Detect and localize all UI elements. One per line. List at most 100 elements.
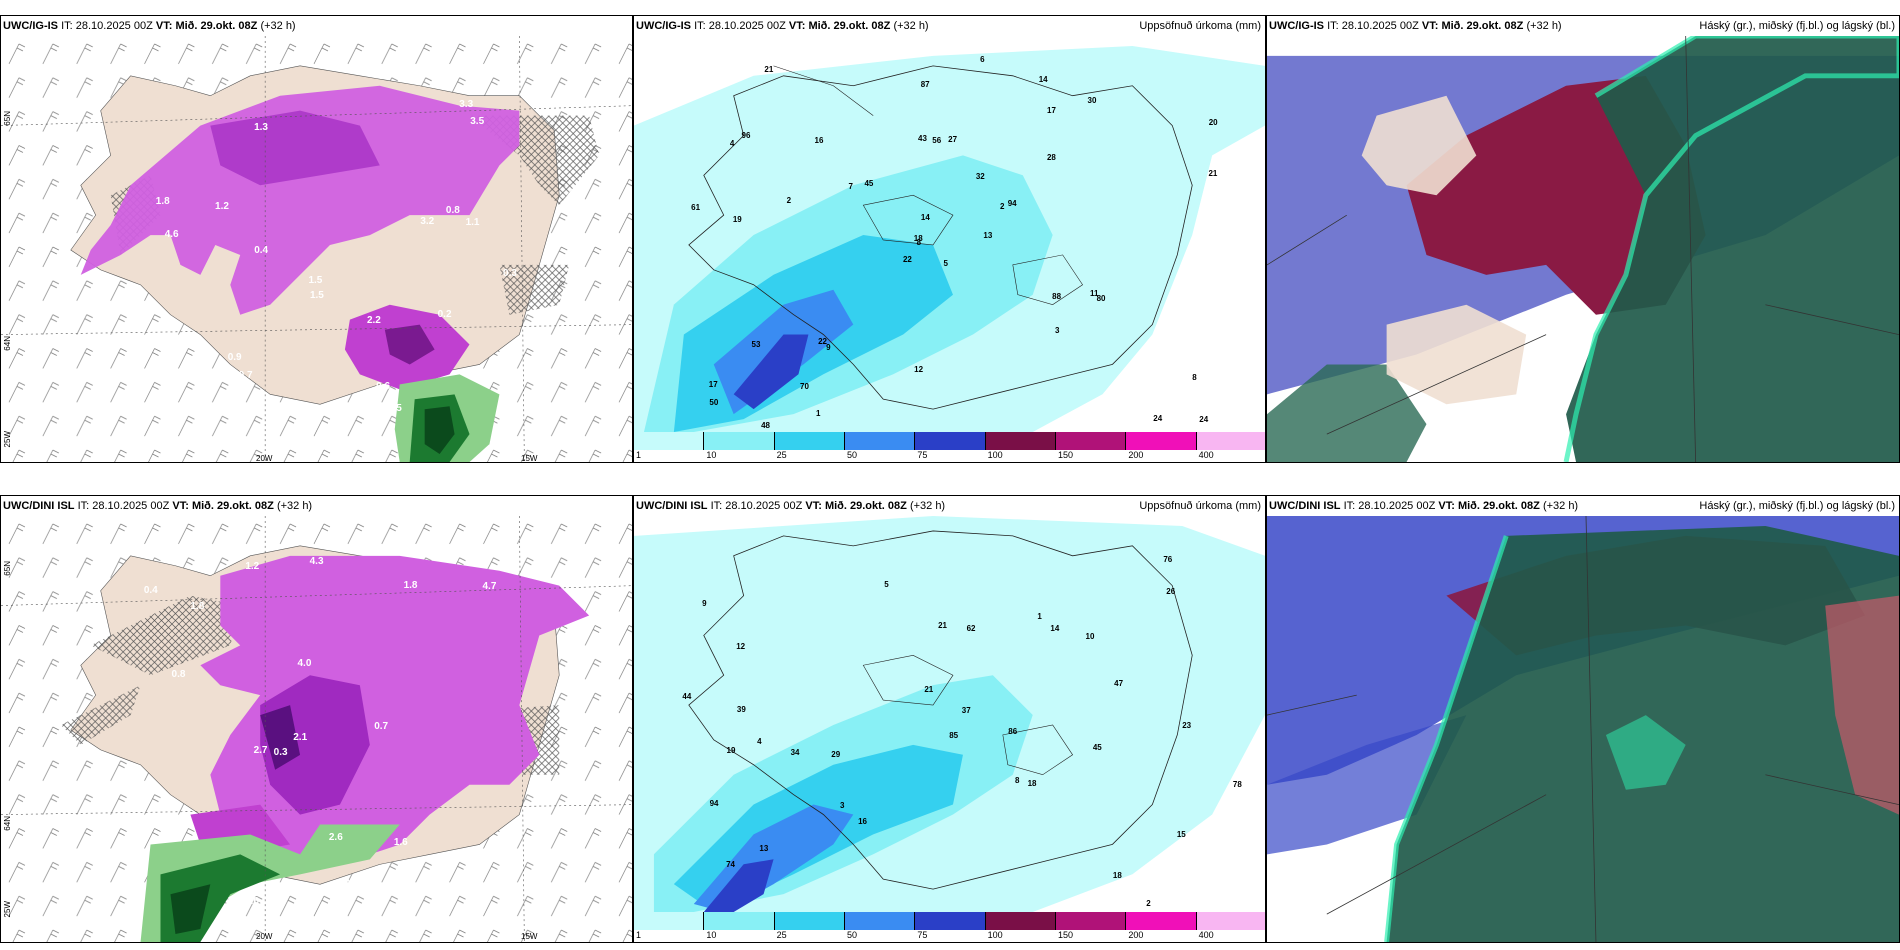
map-value-label: 0.7 <box>238 370 253 382</box>
panel-header: UWC/DINI ISL IT: 28.10.2025 00Z VT: Mið.… <box>1267 496 1899 516</box>
map-value-label: 0.6 <box>376 381 391 393</box>
colorbar-tick-label: 100 <box>987 450 1003 460</box>
colorbar-tick-label: 10 <box>706 450 717 460</box>
map-value-label: 0.5 <box>288 907 302 919</box>
init-time: 28.10.2025 00Z <box>725 500 803 512</box>
colorbar-tick-label: 400 <box>1198 930 1214 940</box>
map-value-label: 3.0 <box>336 878 351 890</box>
map-value-label: 6 <box>980 55 985 65</box>
lead-time: (+32 h) <box>260 20 296 32</box>
model-name: UWC/IG-IS <box>3 20 58 32</box>
map-value-label: 1.3 <box>387 916 402 928</box>
map-value-label: 24 <box>1153 413 1163 423</box>
it-label: IT: <box>694 20 706 32</box>
map-value-label: 8 <box>1014 775 1020 785</box>
map-value-label: 2 <box>1146 899 1151 909</box>
colorbar-tick-label: 10 <box>706 930 717 940</box>
valid-time: Mið. 29.okt. 08Z <box>808 20 891 32</box>
colorbar-swatch <box>704 912 775 930</box>
lead-time: (+32 h) <box>1526 20 1562 32</box>
lat-label-65n: 65N <box>3 111 12 126</box>
map-value-label: 27 <box>948 135 958 145</box>
field-title: Háský (gr.), miðský (fj.bl.) og lágský (… <box>1699 20 1895 32</box>
vt-label: VT: <box>1421 20 1439 32</box>
map-value-label: 7 <box>848 181 853 191</box>
map-value-label: 4.0 <box>297 657 312 669</box>
map-value-label: 2.6 <box>328 832 343 844</box>
map-value-label: 24 <box>1199 414 1209 424</box>
map-value-label: 1.1 <box>465 216 480 228</box>
panel-snow-igis: UWC/IG-IS IT: 28.10.2025 00Z VT: Mið. 29… <box>0 15 633 463</box>
map-value-label: 1.8 <box>155 196 170 208</box>
colorbar-swatch <box>1126 432 1197 450</box>
colorbar-swatch <box>1196 912 1265 930</box>
map-value-label: 22 <box>818 337 827 347</box>
panel-precip-igis: UWC/IG-IS IT: 28.10.2025 00Z VT: Mið. 29… <box>633 15 1266 463</box>
vt-label: VT: <box>172 500 189 512</box>
map-value-label: 0.3 <box>273 747 288 759</box>
precip-colorbar: 1 10 25 50 75 100 150 200 400 <box>634 432 1265 462</box>
map-value-label: 14 <box>1038 75 1048 85</box>
colorbar-swatch <box>704 432 775 450</box>
colorbar-tick-label: 200 <box>1128 930 1144 940</box>
map-value-label: 5 <box>943 259 948 269</box>
map-value-label: 14 <box>920 212 930 222</box>
it-label: IT: <box>710 500 723 512</box>
map-value-label: 88 <box>1052 291 1062 301</box>
map-value-label: 16 <box>814 135 824 145</box>
colorbar-tick-label: 25 <box>776 930 787 940</box>
map-value-label: 9 <box>702 598 707 608</box>
colorbar-swatch <box>774 912 845 930</box>
map-value-label: 1.8 <box>190 600 205 612</box>
map-value-label: 86 <box>1008 726 1018 736</box>
map-value-label: 56 <box>932 135 942 145</box>
map-value-label: 8 <box>1192 372 1197 382</box>
panel-header: UWC/IG-IS IT: 28.10.2025 00Z VT: Mið. 29… <box>634 16 1265 36</box>
map-value-label: 70 <box>800 381 809 391</box>
map-value-label: 3.5 <box>470 115 485 127</box>
it-label: IT: <box>61 20 73 32</box>
map-value-label: 3.2 <box>499 901 513 913</box>
map-value-label: 94 <box>709 798 719 808</box>
map-value-label: 11 <box>1090 289 1099 299</box>
map-value-label: 61 <box>691 202 701 212</box>
map-value-label: 0.6 <box>245 895 259 907</box>
valid-time: Mið. 29.okt. 08Z <box>1457 500 1540 512</box>
lead-time: (+32 h) <box>909 500 946 512</box>
map-value-label: 34 <box>790 748 800 758</box>
map-value-label: 1.3 <box>254 122 268 134</box>
panel-snow-dini: UWC/DINI ISL IT: 28.10.2025 00Z VT: Mið.… <box>0 495 633 943</box>
colorbar-tick-label: 1 <box>636 930 642 940</box>
snow-map <box>1 516 632 942</box>
map-value-label: 26 <box>1166 586 1176 596</box>
map-value-label: 13 <box>983 231 993 241</box>
map-value-label: 1.5 <box>308 275 323 287</box>
map-value-label: 1.6 <box>393 837 408 849</box>
lat-label-65n: 65N <box>3 561 12 576</box>
map-value-label: 1 <box>1037 612 1042 622</box>
panel-header: UWC/DINI ISL IT: 28.10.2025 00Z VT: Mið.… <box>1 496 632 516</box>
lon-label-15w: 15W <box>521 932 538 941</box>
map-value-label: 16 <box>858 817 868 827</box>
lead-time: (+32 h) <box>1542 500 1579 512</box>
it-label: IT: <box>1327 20 1339 32</box>
map-value-label: 21 <box>924 684 934 694</box>
vt-label: VT: <box>1438 500 1455 512</box>
map-value-label: 1.2 <box>245 561 260 573</box>
model-name: UWC/DINI ISL <box>3 500 75 512</box>
map-value-label: 47 <box>1114 678 1124 688</box>
map-value-label: 19 <box>726 745 736 755</box>
map-value-label: 18 <box>1027 778 1037 788</box>
map-value-label: 19 <box>732 214 742 224</box>
colorbar-swatch <box>845 912 916 930</box>
map-value-label: 3 <box>1054 326 1060 336</box>
map-value-label: 1 <box>816 409 821 419</box>
colorbar-tick-label: 50 <box>847 930 858 940</box>
lead-time: (+32 h) <box>893 20 929 32</box>
colorbar-swatch <box>1056 912 1127 930</box>
colorbar-swatch <box>1126 912 1197 930</box>
map-value-label: 80 <box>1096 294 1106 304</box>
colorbar-tick-label: 75 <box>917 450 928 460</box>
map-value-label: 0.8 <box>445 204 460 216</box>
lon-label-15w: 15W <box>521 454 538 463</box>
